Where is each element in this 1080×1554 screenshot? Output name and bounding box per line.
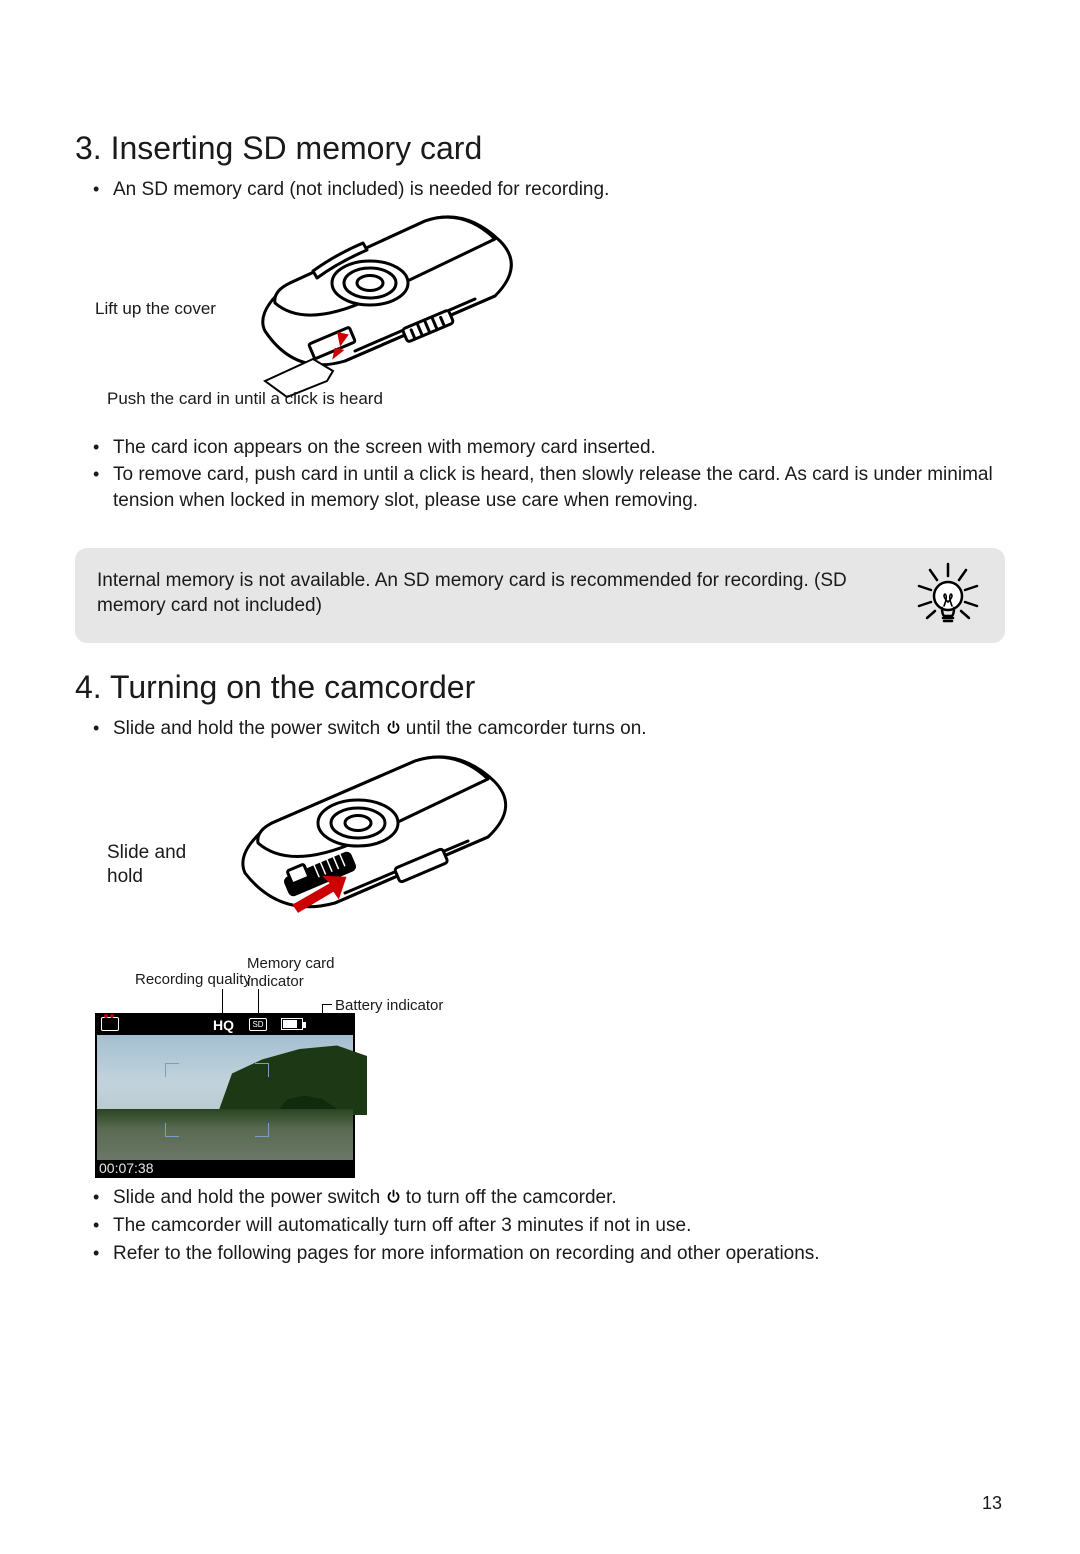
lightbulb-icon [911, 558, 985, 632]
focus-bracket [255, 1123, 269, 1137]
timecode-display: 00:07:38 [99, 1160, 154, 1176]
label-memory-card: Memory card indicator [247, 955, 337, 990]
section-4-heading: 4. Turning on the camcorder [75, 669, 1005, 706]
caption-slide-hold-text: Slide andhold [107, 842, 186, 887]
note-internal-memory: Internal memory is not available. An SD … [75, 548, 1005, 643]
figure-power-switch: Slide andhold [95, 753, 565, 933]
bullet-refer: Refer to the following pages for more in… [93, 1241, 1005, 1267]
section-3-intro-bullet: An SD memory card (not included) is need… [93, 177, 1005, 203]
section-3-heading: 3. Inserting SD memory card [75, 130, 1005, 167]
label-recording-quality: Recording quality [135, 971, 251, 988]
focus-bracket [165, 1123, 179, 1137]
section-3-postfig-list: The card icon appears on the screen with… [75, 435, 1005, 514]
label-battery: Battery indicator [335, 997, 443, 1014]
bullet-power-on: Slide and hold the power switch until th… [93, 716, 1005, 742]
bullet-power-on-post: until the camcorder turns on. [401, 718, 647, 739]
camcorder-sd-illustration [195, 211, 535, 401]
bullet-remove-card: To remove card, push card in until a cli… [93, 462, 1005, 513]
focus-bracket [165, 1063, 179, 1077]
lcd-screenshot: HQ SD 00:07:38 [95, 1013, 355, 1178]
bullet-power-off-post: to turn off the camcorder. [401, 1187, 617, 1208]
caption-slide-hold: Slide andhold [107, 841, 186, 889]
memory-card-indicator-icon: SD [249, 1018, 267, 1031]
figure-insert-sd: Lift up the cover [95, 211, 545, 431]
section-4-post-list: Slide and hold the power switch to turn … [75, 1185, 1005, 1266]
battery-indicator-icon [281, 1018, 303, 1030]
caption-push-card: Push the card in until a click is heard [107, 389, 383, 409]
video-mode-icon [101, 1017, 119, 1031]
note-text: Internal memory is not available. An SD … [97, 570, 847, 617]
focus-bracket [255, 1063, 269, 1077]
bullet-power-off: Slide and hold the power switch to turn … [93, 1185, 1005, 1211]
page-number: 13 [982, 1493, 1002, 1514]
recording-quality-indicator: HQ [213, 1017, 234, 1033]
screen-sky [97, 1035, 353, 1115]
camcorder-power-illustration [190, 753, 550, 933]
screen-land [97, 1109, 353, 1160]
figure-screen-indicators: Recording quality Memory card indicator … [95, 949, 555, 1179]
power-icon [386, 720, 401, 735]
section-4-intro-list: Slide and hold the power switch until th… [75, 716, 1005, 742]
bullet-power-off-pre: Slide and hold the power switch [113, 1187, 386, 1208]
bullet-power-on-pre: Slide and hold the power switch [113, 718, 386, 739]
power-icon [386, 1189, 401, 1204]
bullet-card-icon: The card icon appears on the screen with… [93, 435, 1005, 461]
bullet-auto-off: The camcorder will automatically turn of… [93, 1213, 1005, 1239]
section-3-intro-list: An SD memory card (not included) is need… [75, 177, 1005, 203]
